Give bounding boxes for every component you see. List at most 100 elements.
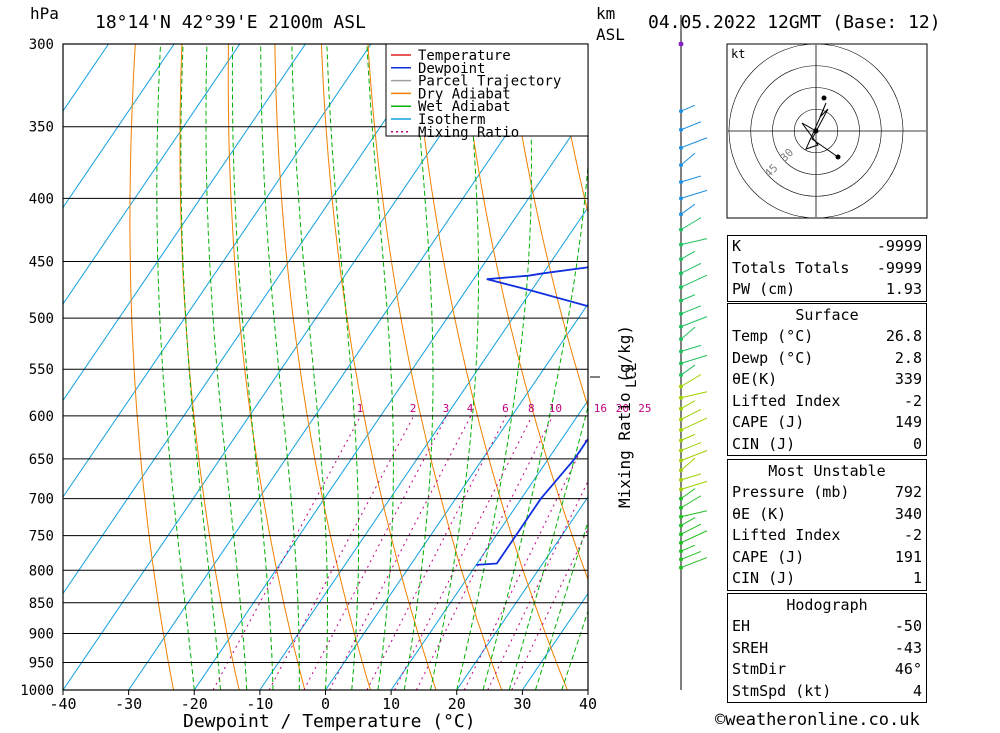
wind-barb	[680, 354, 708, 364]
legend-label: Dry Adiabat	[418, 86, 511, 102]
wind-barb	[680, 510, 708, 518]
x-tick-label: 20	[448, 695, 466, 713]
stat-label: K	[732, 237, 742, 255]
wind-level-dot	[679, 349, 683, 354]
wind-level-dot	[679, 311, 683, 316]
datetime-title: 04.05.2022 12GMT (Base: 12)	[648, 12, 941, 33]
wind-level-dot	[679, 438, 683, 443]
stat-label: Lifted Index	[732, 391, 841, 410]
stat-row: SREH -43	[728, 638, 926, 660]
wind-barb	[680, 217, 702, 231]
pressure-tick-label: 850	[29, 596, 54, 612]
wind-level-dot	[679, 458, 683, 463]
wind-level-dot	[679, 496, 683, 501]
stat-value: -9999	[876, 258, 922, 277]
hpa-label: hPa	[30, 4, 59, 23]
wind-level-dot	[679, 163, 683, 168]
wet-adiabat-line	[260, 44, 300, 690]
stat-label: θE (K)	[732, 504, 787, 523]
stat-label: CIN (J)	[732, 569, 796, 587]
stat-row: CAPE (J) 149	[728, 412, 926, 434]
mixing-ratio-line	[212, 415, 362, 690]
stat-value: 340	[894, 504, 922, 523]
stat-row: EH -50	[728, 616, 926, 638]
wind-barb	[680, 374, 702, 387]
stat-label: Lifted Index	[732, 526, 841, 544]
pressure-tick-label: 400	[29, 191, 54, 207]
wind-level-dot	[679, 549, 683, 554]
wind-barb	[680, 544, 696, 552]
legend-label: Parcel Trajectory	[418, 74, 561, 90]
wind-barb	[680, 450, 708, 461]
wind-level-dot	[679, 417, 683, 422]
isotherm-line	[259, 206, 588, 690]
wind-level-dot	[679, 196, 683, 201]
x-tick-label: 0	[321, 695, 330, 713]
wind-level-dot	[679, 514, 683, 519]
mixing-ratio-axis-label: Mixing Ratio (g/kg)	[615, 325, 634, 508]
stat-value: 339	[894, 370, 922, 388]
mixing-ratio-tick: 10	[549, 402, 562, 415]
copyright-link[interactable]: ©weatheronline.co.uk	[715, 710, 920, 730]
wind-level-dot	[679, 180, 683, 185]
wind-barb	[680, 189, 708, 199]
stat-row: CIN (J) 0	[728, 434, 926, 456]
wind-level-dot	[679, 227, 683, 232]
wind-barb	[680, 175, 702, 183]
wind-level-dot	[679, 468, 683, 473]
wind-barb	[680, 457, 696, 471]
wind-barb	[680, 417, 708, 431]
hodograph-stats-panel: Hodograph EH -50 SREH -43 StmDir 46° StmSpd (k…	[727, 593, 927, 703]
stat-label: Dewp (°C)	[732, 348, 814, 367]
pressure-tick-label: 650	[29, 452, 54, 468]
stat-row: Temp (°C) 26.8	[728, 326, 926, 348]
stat-label: Totals Totals	[732, 258, 850, 277]
mixing-ratio-tick: 20	[616, 402, 629, 415]
wind-barb	[680, 364, 696, 376]
dry-adiabat-line	[507, 44, 588, 409]
wind-barb	[680, 121, 702, 131]
wind-level-dot	[679, 395, 683, 400]
pressure-tick-label: 600	[29, 409, 54, 425]
wind-barb	[680, 104, 696, 112]
isotherm-line	[63, 44, 109, 112]
wind-barb	[680, 274, 708, 288]
wind-top-dot	[678, 41, 684, 47]
wind-barb	[680, 391, 708, 399]
stat-row: θE(K) 339	[728, 369, 926, 391]
wind-level-dot	[679, 271, 683, 276]
isotherm-line	[63, 44, 175, 209]
pressure-tick-label: 1000	[20, 683, 54, 699]
wind-barb	[680, 326, 696, 340]
series-dewpoint	[476, 266, 588, 566]
wind-barb	[680, 442, 702, 452]
indices-panel: K -9999 Totals Totals -9999 PW (cm) 1.93	[727, 235, 927, 302]
wet-adiabat-lines	[156, 44, 588, 690]
pressure-tick-label: 550	[29, 362, 54, 378]
wet-adiabat-line	[231, 44, 274, 690]
mixing-ratio-tick: 2	[410, 402, 417, 415]
km-label: km	[596, 4, 615, 23]
x-axis-ticks: -40 -30 -20 -10 0 10 20 30 40	[49, 690, 597, 713]
stat-value: -43	[894, 638, 922, 657]
stat-row: Lifted Index -2	[728, 391, 926, 413]
hodograph-trace	[801, 102, 839, 158]
sounding-series	[476, 266, 588, 566]
pressure-tick-label: 350	[29, 120, 54, 136]
x-tick-label: 30	[513, 695, 531, 713]
wind-level-dot	[679, 212, 683, 217]
wind-level-dot	[679, 285, 683, 290]
wind-barb	[680, 262, 702, 274]
wind-barb	[680, 473, 702, 481]
dry-adiabat-line	[926, 44, 1000, 690]
isotherm-line	[63, 44, 438, 595]
wind-barb	[680, 294, 696, 302]
mixing-ratio-tick: 4	[467, 402, 474, 415]
stat-label: StmSpd (kt)	[732, 681, 832, 700]
hodograph-unit: kt	[731, 47, 745, 61]
legend-label: Isotherm	[418, 112, 485, 128]
wind-level-dot	[679, 565, 683, 570]
stat-label: θE(K)	[732, 370, 778, 388]
